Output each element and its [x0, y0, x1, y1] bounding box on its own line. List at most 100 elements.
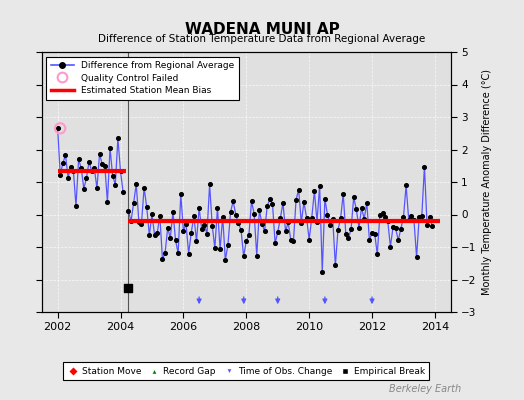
Point — [129, 200, 138, 206]
Point — [368, 230, 376, 236]
Point — [373, 251, 381, 258]
Point — [263, 202, 271, 209]
Point — [339, 191, 347, 197]
Point — [389, 224, 397, 231]
Point — [370, 230, 379, 237]
Point — [347, 226, 355, 232]
Point — [232, 212, 240, 218]
Point — [428, 223, 436, 229]
Point — [143, 204, 151, 210]
Point — [344, 235, 353, 241]
Point — [56, 172, 64, 178]
Point — [355, 225, 363, 231]
Point — [397, 226, 405, 232]
Point — [268, 200, 277, 207]
Text: WADENA MUNI AP: WADENA MUNI AP — [184, 22, 340, 37]
Point — [329, 216, 337, 222]
Point — [386, 244, 395, 250]
Point — [137, 220, 146, 227]
Point — [334, 227, 342, 233]
Point — [305, 236, 313, 243]
Point — [221, 257, 230, 263]
Point — [205, 181, 214, 188]
Point — [187, 229, 195, 236]
Point — [124, 207, 133, 214]
Point — [135, 218, 143, 225]
Legend: Station Move, Record Gap, Time of Obs. Change, Empirical Break: Station Move, Record Gap, Time of Obs. C… — [63, 362, 429, 380]
Point — [313, 218, 321, 225]
Point — [352, 206, 361, 212]
Point — [90, 165, 99, 171]
Text: Difference of Station Temperature Data from Regional Average: Difference of Station Temperature Data f… — [99, 34, 425, 44]
Point — [281, 228, 290, 234]
Point — [253, 253, 261, 259]
Point — [331, 262, 340, 269]
Point — [365, 237, 374, 243]
Point — [198, 226, 206, 233]
Point — [363, 200, 371, 206]
Point — [237, 226, 245, 233]
Point — [239, 253, 248, 260]
Point — [80, 186, 88, 192]
Point — [405, 216, 413, 223]
Point — [213, 205, 222, 211]
Point — [59, 160, 67, 166]
Point — [415, 214, 423, 220]
Point — [302, 214, 311, 221]
Point — [148, 211, 156, 218]
Point — [276, 215, 285, 222]
Point — [425, 214, 434, 220]
Point — [190, 213, 198, 220]
Point — [255, 207, 264, 213]
Point — [250, 210, 258, 217]
Point — [229, 198, 237, 204]
Point — [106, 145, 114, 151]
Point — [289, 238, 298, 244]
Point — [420, 163, 429, 170]
Point — [56, 125, 64, 132]
Point — [245, 232, 253, 238]
Point — [179, 228, 188, 234]
Point — [234, 220, 243, 227]
Point — [394, 237, 402, 244]
Point — [145, 232, 154, 238]
Point — [72, 203, 80, 209]
Point — [67, 163, 75, 170]
Point — [247, 198, 256, 204]
Point — [153, 230, 161, 236]
Point — [310, 188, 319, 194]
Point — [116, 168, 125, 175]
Point — [326, 222, 334, 228]
Point — [69, 168, 78, 174]
Point — [169, 209, 177, 215]
Point — [111, 181, 119, 188]
Point — [336, 215, 345, 222]
Point — [357, 204, 366, 211]
Point — [402, 182, 410, 188]
Point — [53, 125, 62, 132]
Point — [200, 222, 209, 228]
Point — [61, 152, 70, 158]
Point — [216, 246, 224, 252]
Point — [184, 250, 193, 257]
Point — [274, 229, 282, 236]
Point — [98, 161, 106, 168]
Point — [271, 240, 279, 246]
Point — [161, 250, 169, 256]
Point — [407, 212, 416, 219]
Point — [300, 199, 308, 206]
Point — [166, 235, 174, 241]
Point — [350, 194, 358, 201]
Point — [266, 196, 274, 202]
Point — [95, 150, 104, 157]
Point — [77, 165, 85, 171]
Point — [418, 212, 426, 219]
Point — [182, 220, 190, 227]
Point — [224, 242, 232, 248]
Point — [315, 182, 324, 189]
Point — [287, 237, 295, 243]
Point — [93, 185, 101, 192]
Y-axis label: Monthly Temperature Anomaly Difference (°C): Monthly Temperature Anomaly Difference (… — [482, 69, 492, 295]
Point — [258, 221, 266, 228]
Point — [127, 218, 135, 225]
